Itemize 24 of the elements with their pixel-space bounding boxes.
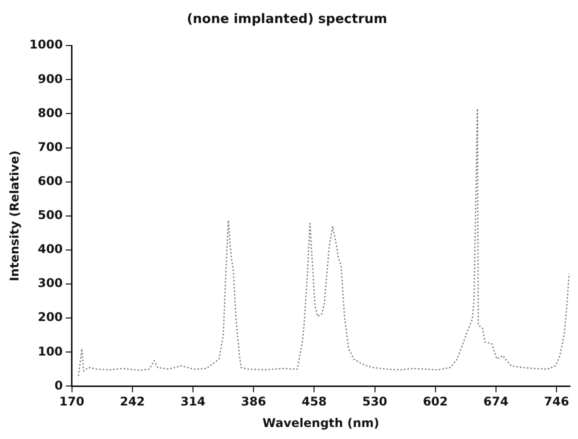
- y-tick-label: 100: [38, 344, 63, 358]
- x-axis-title: Wavelength (nm): [262, 416, 380, 430]
- y-tick-label: 200: [38, 310, 63, 324]
- x-tick-label: 674: [483, 394, 508, 409]
- x-tick-label: 242: [120, 394, 145, 409]
- y-tick-label: 900: [38, 72, 63, 86]
- y-tick-label: 600: [38, 174, 63, 188]
- chart-title: (none implanted) spectrum: [186, 12, 388, 28]
- y-tick-label: 800: [38, 106, 63, 120]
- x-tick-label: 170: [59, 394, 84, 409]
- y-axis-title: Intensity (Relative): [7, 150, 22, 282]
- y-tick-label: 500: [38, 208, 63, 222]
- y-tick-label: 0: [54, 378, 63, 392]
- y-tick-label: 1000: [29, 38, 63, 52]
- y-tick-label: 400: [38, 242, 63, 256]
- y-tick-label: 300: [38, 276, 63, 290]
- x-tick-label: 386: [241, 394, 266, 409]
- x-tick-label: 458: [302, 394, 327, 409]
- line-series: [78, 108, 570, 377]
- x-tick-label: 602: [422, 394, 448, 409]
- y-tick-label: 700: [38, 140, 63, 154]
- x-tick-label: 530: [362, 394, 388, 409]
- x-tick-label: 314: [180, 394, 206, 409]
- x-tick-label: 746: [544, 394, 570, 409]
